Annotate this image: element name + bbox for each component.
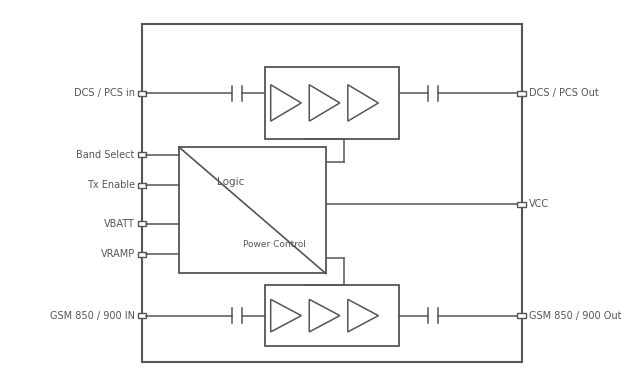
Bar [138, 152, 146, 157]
Text: Tx Enable: Tx Enable [87, 180, 135, 190]
Polygon shape [309, 300, 340, 332]
Bar [138, 221, 146, 226]
Text: Power Control: Power Control [243, 240, 306, 249]
Polygon shape [348, 300, 378, 332]
Bar [138, 183, 146, 188]
Polygon shape [271, 300, 302, 332]
Bar [138, 252, 146, 257]
Text: Logic: Logic [217, 178, 244, 188]
Bar [265, 285, 399, 346]
Bar [138, 313, 146, 318]
Bar [518, 202, 526, 207]
Text: VCC: VCC [529, 200, 549, 210]
Bar [179, 147, 326, 273]
Text: DCS / PCS in: DCS / PCS in [74, 88, 135, 98]
Polygon shape [309, 85, 340, 121]
Bar [265, 66, 399, 139]
Bar [518, 91, 526, 96]
Text: VRAMP: VRAMP [100, 249, 135, 259]
Text: VBATT: VBATT [104, 218, 135, 229]
Polygon shape [348, 85, 378, 121]
Text: GSM 850 / 900 IN: GSM 850 / 900 IN [50, 311, 135, 321]
Polygon shape [271, 85, 302, 121]
Bar [142, 24, 521, 362]
Bar [518, 313, 526, 318]
Text: DCS / PCS Out: DCS / PCS Out [529, 88, 599, 98]
Bar [138, 91, 146, 96]
Text: Band Select: Band Select [77, 150, 135, 160]
Text: GSM 850 / 900 Out: GSM 850 / 900 Out [529, 311, 622, 321]
